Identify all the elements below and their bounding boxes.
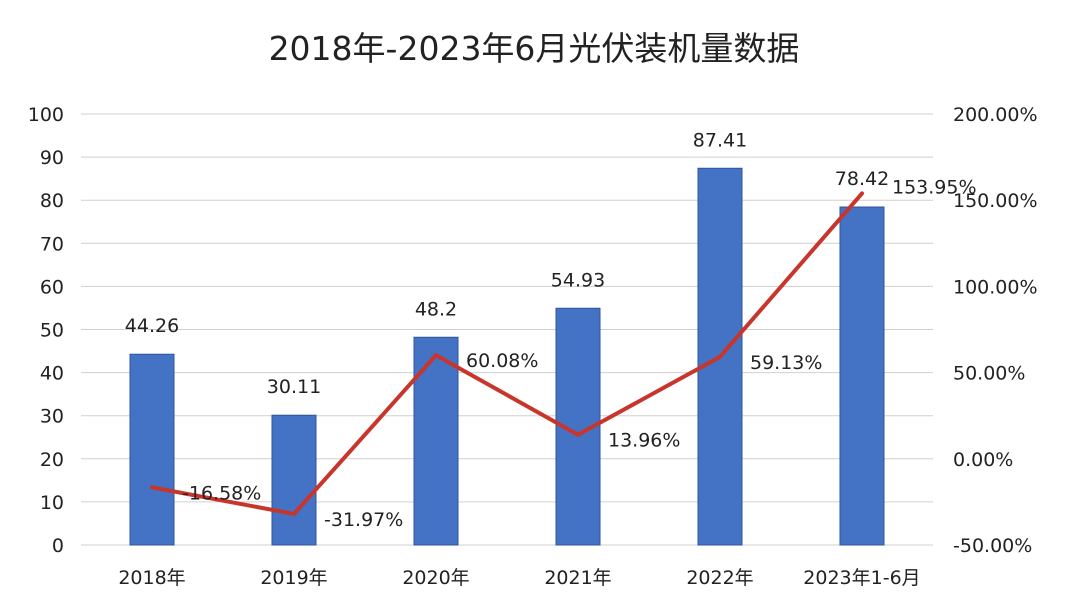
bar-value-label: 54.93 — [551, 269, 605, 291]
right-tick-label: 100.00% — [953, 276, 1038, 298]
bar — [413, 336, 459, 546]
right-tick-label: 0.00% — [953, 449, 1013, 471]
bar — [129, 353, 175, 546]
left-tick-label: 80 — [40, 190, 64, 212]
line-value-label: 60.08% — [466, 350, 538, 372]
x-tick-label: 2021年 — [544, 567, 611, 589]
left-tick-label: 20 — [40, 449, 64, 471]
bar — [839, 206, 885, 546]
right-tick-label: 150.00% — [953, 190, 1038, 212]
left-tick-label: 60 — [40, 276, 64, 298]
line-point — [860, 191, 864, 196]
bar — [271, 414, 317, 546]
x-tick-label: 2022年 — [686, 567, 753, 589]
line-point — [718, 354, 722, 359]
right-tick-label: 200.00% — [953, 104, 1038, 126]
right-tick-label: 50.00% — [953, 363, 1025, 385]
left-tick-label: 10 — [40, 492, 64, 514]
left-tick-label: 90 — [40, 147, 64, 169]
line-value-label: -16.58% — [182, 482, 261, 504]
x-tick-label: 2023年1-6月 — [803, 567, 920, 589]
right-tick-label: -50.00% — [953, 535, 1032, 557]
bar-value-label: 48.2 — [415, 298, 457, 320]
bar-value-label: 87.41 — [693, 129, 747, 151]
line-value-label: -31.97% — [324, 509, 403, 531]
left-tick-label: 0 — [52, 535, 64, 557]
line-value-label: 59.13% — [750, 352, 822, 374]
left-tick-label: 30 — [40, 406, 64, 428]
chart-title: 2018年-2023年6月光伏装机量数据 — [269, 29, 800, 68]
line-point — [576, 432, 580, 437]
bar-value-label: 78.42 — [835, 168, 889, 190]
bar-value-label: 44.26 — [125, 315, 179, 337]
x-tick-label: 2018年 — [118, 567, 185, 589]
left-tick-label: 100 — [28, 104, 64, 126]
x-tick-label: 2020年 — [402, 567, 469, 589]
line-point — [150, 485, 154, 490]
x-tick-label: 2019年 — [260, 567, 327, 589]
left-tick-label: 70 — [40, 233, 64, 255]
line-point — [292, 511, 296, 516]
line-point — [434, 353, 438, 358]
bar-value-label: 30.11 — [267, 376, 321, 398]
left-tick-label: 40 — [40, 363, 64, 385]
line-value-label: 153.95% — [892, 176, 977, 198]
line-series — [151, 192, 864, 516]
line-value-label: 13.96% — [608, 430, 680, 452]
left-tick-label: 50 — [40, 320, 64, 342]
